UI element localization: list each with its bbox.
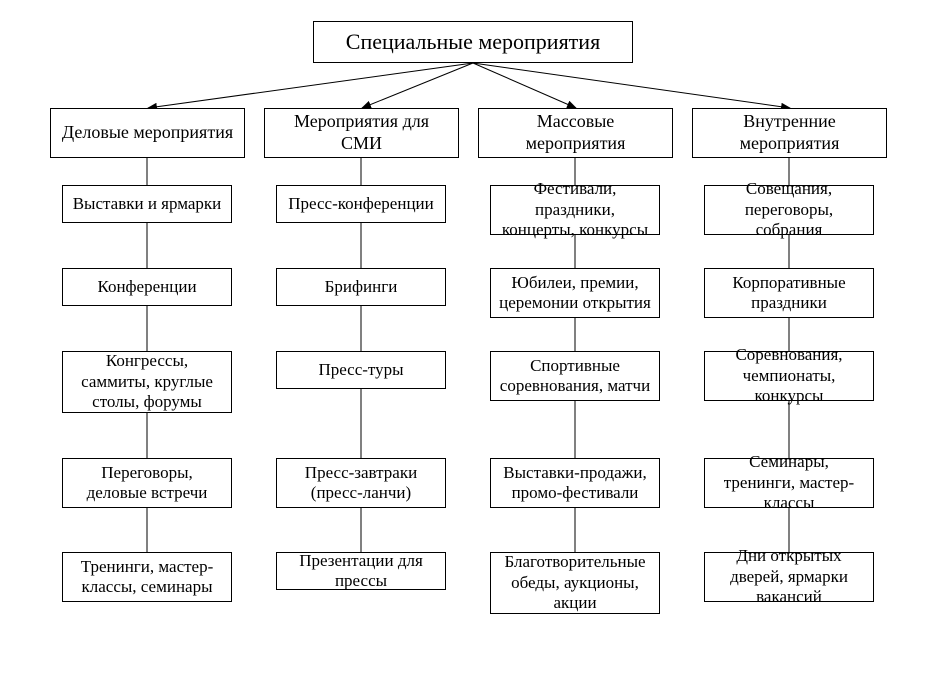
item-node: Пресс-туры [276, 351, 446, 389]
item-node: Презентации для прессы [276, 552, 446, 590]
category-node: Внутренние мероприятия [692, 108, 887, 158]
item-node: Тренинги, мастер-классы, семинары [62, 552, 232, 602]
item-node: Благотворительные обеды, аукционы, акции [490, 552, 660, 614]
item-node: Совещания, переговоры, собрания [704, 185, 874, 235]
item-node: Конгрессы, саммиты, круглые столы, форум… [62, 351, 232, 413]
item-node: Спортивные соревнования, матчи [490, 351, 660, 401]
root-node: Специальные мероприятия [313, 21, 633, 63]
category-node: Деловые мероприятия [50, 108, 245, 158]
item-node: Соревнования, чемпионаты, конкурсы [704, 351, 874, 401]
item-node: Брифинги [276, 268, 446, 306]
item-node: Фестивали, праздники, концерты, конкурсы [490, 185, 660, 235]
item-node: Конференции [62, 268, 232, 306]
item-node: Семинары, тренинги, мастер-классы [704, 458, 874, 508]
item-node: Переговоры, деловые встречи [62, 458, 232, 508]
item-node: Пресс-конференции [276, 185, 446, 223]
item-node: Корпоративные праздники [704, 268, 874, 318]
category-node: Массовые мероприятия [478, 108, 673, 158]
item-node: Пресс-завтраки (пресс-ланчи) [276, 458, 446, 508]
item-node: Выставки-продажи, промо-фестивали [490, 458, 660, 508]
item-node: Дни открытых дверей, ярмарки вакансий [704, 552, 874, 602]
category-node: Мероприятия для СМИ [264, 108, 459, 158]
item-node: Выставки и ярмарки [62, 185, 232, 223]
item-node: Юбилеи, премии, церемонии открытия [490, 268, 660, 318]
